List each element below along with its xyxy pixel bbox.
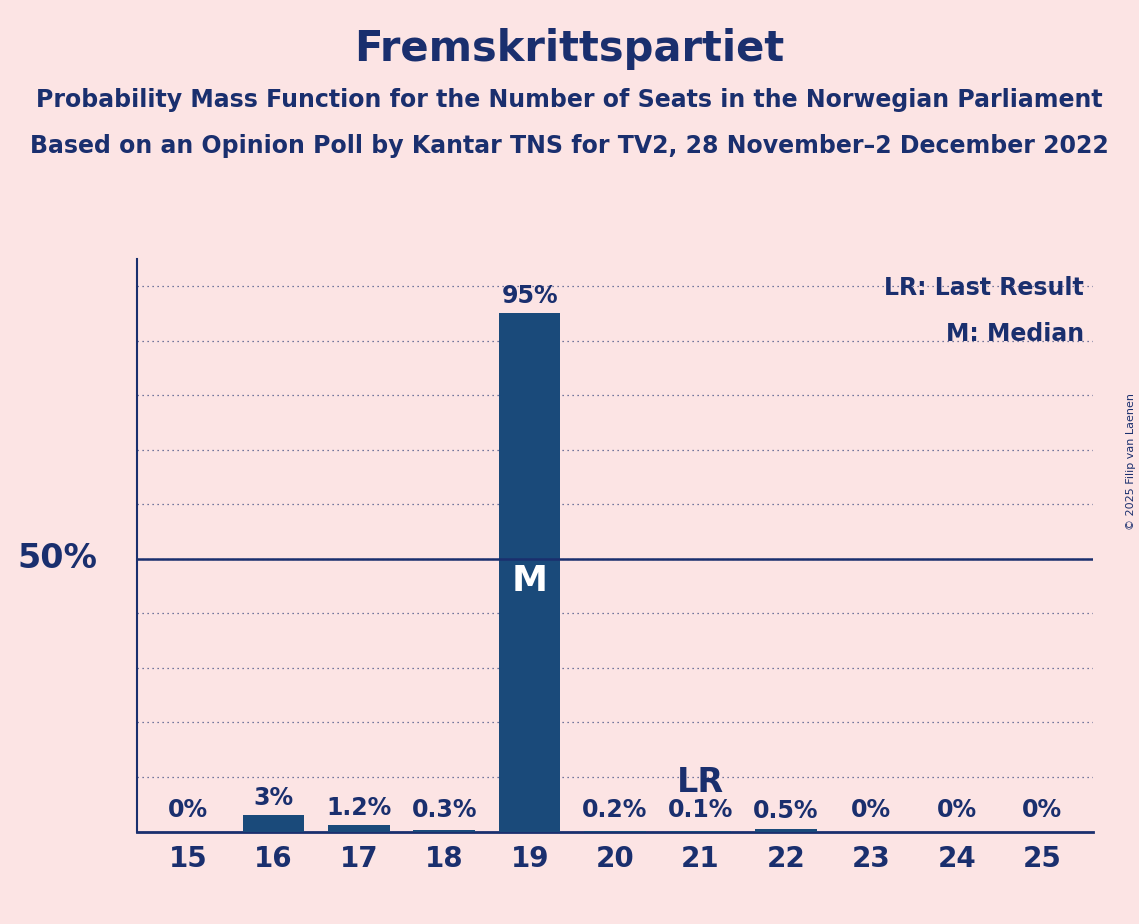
- Text: 0%: 0%: [1022, 797, 1063, 821]
- Text: LR: LR: [677, 766, 724, 799]
- Text: M: Median: M: Median: [945, 322, 1084, 346]
- Bar: [243, 815, 304, 832]
- Bar: [413, 830, 475, 832]
- Text: 1.2%: 1.2%: [326, 796, 392, 820]
- Text: Probability Mass Function for the Number of Seats in the Norwegian Parliament: Probability Mass Function for the Number…: [36, 88, 1103, 112]
- Text: LR: Last Result: LR: Last Result: [884, 276, 1084, 300]
- Text: 0.5%: 0.5%: [753, 799, 819, 823]
- Bar: [755, 829, 817, 832]
- Text: 0.2%: 0.2%: [582, 797, 648, 821]
- Text: 95%: 95%: [501, 284, 558, 308]
- Bar: [499, 313, 560, 832]
- Text: 50%: 50%: [17, 542, 97, 576]
- Text: 3%: 3%: [253, 785, 294, 809]
- Text: 0.1%: 0.1%: [667, 797, 734, 821]
- Text: 0%: 0%: [851, 797, 892, 821]
- Text: M: M: [511, 564, 548, 598]
- Text: 0%: 0%: [936, 797, 977, 821]
- Text: Fremskrittspartiet: Fremskrittspartiet: [354, 28, 785, 69]
- Bar: [328, 825, 390, 832]
- Bar: [584, 831, 646, 832]
- Text: Based on an Opinion Poll by Kantar TNS for TV2, 28 November–2 December 2022: Based on an Opinion Poll by Kantar TNS f…: [30, 134, 1109, 158]
- Text: 0%: 0%: [167, 797, 208, 821]
- Text: © 2025 Filip van Laenen: © 2025 Filip van Laenen: [1126, 394, 1136, 530]
- Text: 0.3%: 0.3%: [411, 797, 477, 821]
